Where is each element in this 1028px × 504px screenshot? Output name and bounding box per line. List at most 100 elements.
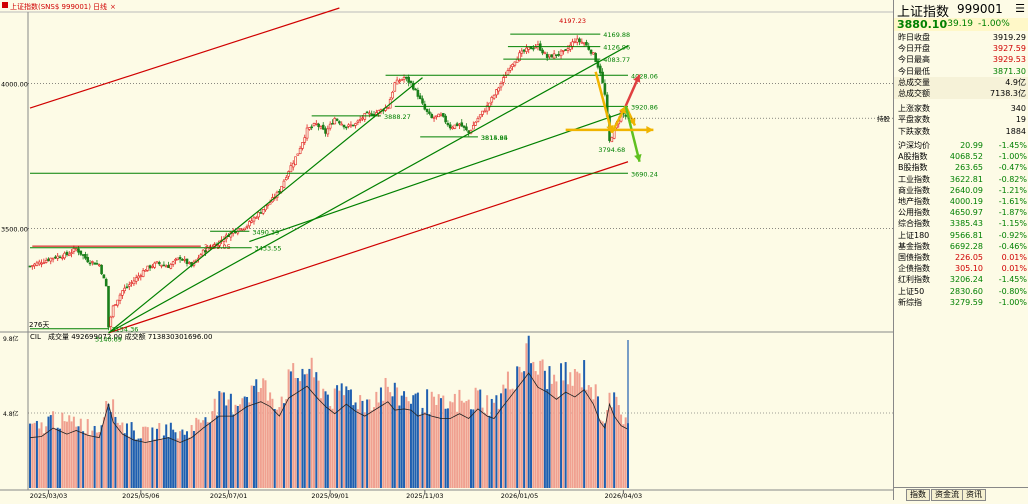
- index-row[interactable]: B股指数 263.65 -0.47%: [894, 162, 1028, 173]
- volume-bar: [414, 393, 417, 488]
- volume-axis-mid: 4.8亿: [3, 410, 19, 418]
- index-change-pct: -1.15%: [998, 219, 1027, 229]
- quote-row-value: 4.9亿: [1005, 77, 1026, 87]
- x-tick-label: 2026/04/03: [605, 492, 642, 500]
- index-row[interactable]: 上证180 9566.81 -0.92%: [894, 230, 1028, 241]
- candle-body: [432, 117, 436, 119]
- candle-body: [345, 126, 348, 129]
- index-value: 9566.81: [949, 230, 983, 240]
- index-row[interactable]: 综合指数 3385.43 -1.15%: [894, 218, 1028, 229]
- extreme-label: 4197.23: [559, 17, 586, 25]
- candle-body: [47, 258, 50, 261]
- candle-body: [594, 53, 597, 63]
- volume-bar: [216, 415, 219, 488]
- level-label: 4169.88: [603, 31, 630, 39]
- index-row[interactable]: 基金指数 6692.28 -0.46%: [894, 241, 1028, 252]
- volume-bar: [467, 399, 470, 488]
- index-row[interactable]: 沪深均价 20.99 -1.45%: [894, 140, 1028, 151]
- volume-bar: [536, 374, 539, 488]
- candle-body: [324, 128, 327, 134]
- candle-body: [439, 113, 443, 116]
- index-row[interactable]: 公用指数 4650.97 -1.87%: [894, 207, 1028, 218]
- index-row[interactable]: 商业指数 2640.09 -1.21%: [894, 185, 1028, 196]
- volume-bar: [65, 421, 68, 488]
- volume-bar: [553, 374, 556, 488]
- volume-bar: [312, 377, 315, 488]
- candle-body: [35, 262, 39, 266]
- volume-bar: [100, 425, 103, 488]
- volume-bar: [93, 425, 96, 488]
- volume-bar: [47, 416, 50, 488]
- candle-body: [137, 275, 140, 279]
- candle-body: [284, 177, 288, 181]
- candle-body: [478, 114, 482, 118]
- volume-bar: [361, 400, 364, 488]
- volume-bar: [439, 398, 442, 488]
- menu-icon[interactable]: ☰: [1015, 2, 1025, 15]
- volume-bar: [77, 426, 80, 488]
- candle-body: [308, 127, 311, 130]
- candle-body: [31, 265, 34, 267]
- volume-bar: [89, 435, 92, 488]
- quote-change-pct: -1.00%: [978, 19, 1010, 29]
- quote-row-value: 19: [1015, 115, 1026, 125]
- candle-body: [504, 75, 507, 78]
- candle-body: [358, 119, 362, 121]
- volume-bar: [566, 384, 569, 488]
- chart-svg[interactable]: 上证指数(SNS$ 999001) 日线 × 276天 CIL 成交量 492699072…: [0, 0, 893, 500]
- candle-body: [123, 287, 126, 292]
- candle-body: [534, 46, 537, 49]
- index-row[interactable]: 工业指数 3622.81 -0.82%: [894, 174, 1028, 185]
- volume-bar: [428, 414, 431, 488]
- tab-index[interactable]: 指数: [906, 489, 930, 501]
- quote-row: 下跌家数 1884: [894, 126, 1028, 137]
- volume-bar: [525, 343, 528, 488]
- candle-body: [241, 228, 244, 231]
- panel-tabs: 指数 资金流 资讯: [894, 487, 1028, 501]
- candle-body: [278, 191, 281, 193]
- volume-bar: [437, 394, 440, 488]
- volume-bar: [61, 412, 64, 488]
- candle-body: [518, 52, 521, 61]
- volume-bar: [306, 373, 309, 488]
- candle-body: [409, 80, 413, 84]
- volume-bar: [509, 389, 512, 488]
- extreme-label: 3140.69: [95, 336, 122, 344]
- volume-bar: [483, 413, 486, 488]
- chart-area[interactable]: 上证指数(SNS$ 999001) 日线 × 276天 CIL 成交量 492699072…: [0, 0, 893, 500]
- volume-bar: [151, 427, 154, 488]
- volume-bar: [476, 390, 479, 488]
- scenario-arrow-head: [633, 74, 641, 83]
- quote-row-value: 7138.3亿: [990, 89, 1026, 98]
- volume-bar: [139, 438, 142, 488]
- candle-body: [582, 42, 586, 45]
- volume-bar: [366, 399, 369, 488]
- scenario-arrow-head: [634, 154, 642, 162]
- candle-body: [188, 262, 191, 264]
- index-row[interactable]: 上证50 2830.60 -0.80%: [894, 286, 1028, 297]
- candle-body: [571, 41, 574, 47]
- candle-body: [33, 263, 36, 267]
- candle-body: [199, 254, 203, 258]
- candle-body: [63, 252, 66, 259]
- candle-body: [162, 264, 166, 267]
- volume-bar: [453, 393, 456, 488]
- candle-body: [268, 202, 272, 205]
- index-row[interactable]: 企债指数 305.10 0.01%: [894, 263, 1028, 274]
- candle-body: [109, 316, 113, 327]
- index-row[interactable]: 国债指数 226.05 0.01%: [894, 252, 1028, 263]
- index-row[interactable]: 地产指数 4000.19 -1.61%: [894, 196, 1028, 207]
- candle-body: [437, 113, 440, 118]
- index-row[interactable]: 红利指数 3206.24 -1.45%: [894, 274, 1028, 285]
- candle-body: [312, 123, 316, 127]
- tab-news[interactable]: 资讯: [962, 489, 986, 501]
- volume-bar: [377, 402, 380, 488]
- tab-fund-flow[interactable]: 资金流: [931, 489, 963, 501]
- volume-bar: [500, 393, 503, 488]
- index-row[interactable]: 新综指 3279.59 -1.00%: [894, 297, 1028, 308]
- index-row[interactable]: A股指数 4068.52 -1.00%: [894, 151, 1028, 162]
- volume-bar: [262, 378, 265, 488]
- candle-body: [160, 264, 163, 267]
- index-change-pct: -1.61%: [998, 197, 1027, 206]
- candle-body: [252, 217, 256, 222]
